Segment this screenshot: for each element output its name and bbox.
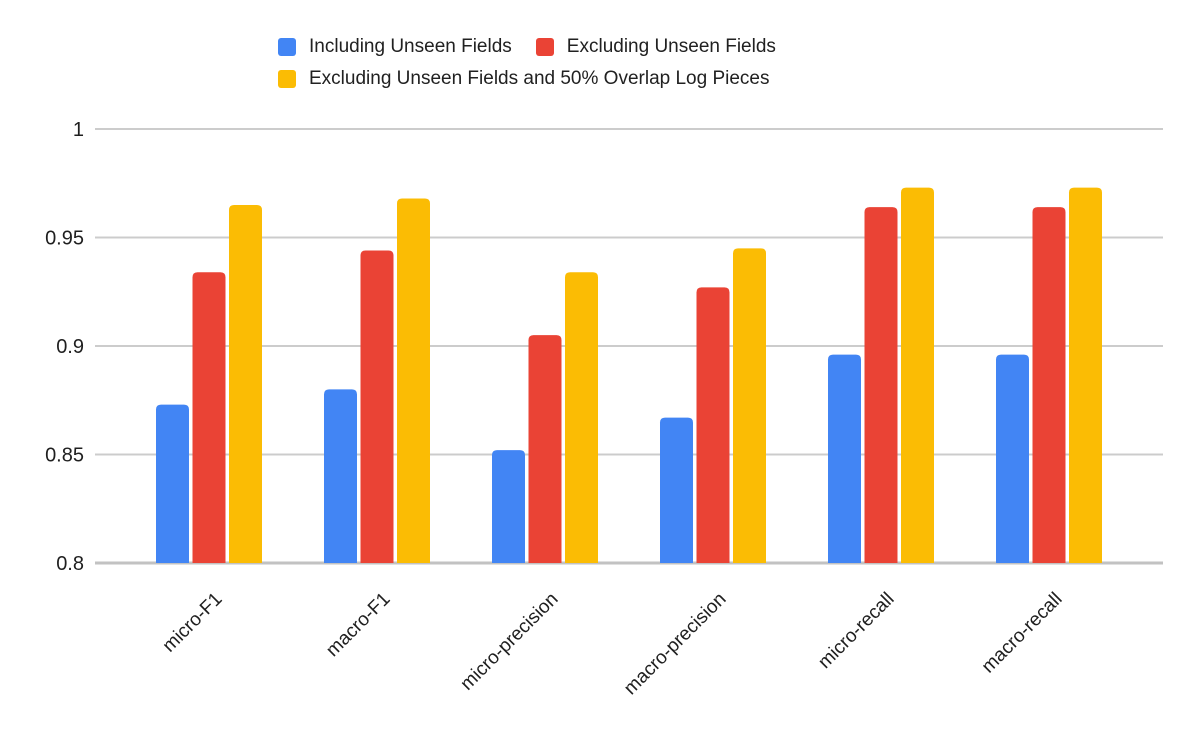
bar-macro-recall-series-1 xyxy=(1032,207,1066,563)
x-category-label-macro-recall: macro-recall xyxy=(978,589,1067,678)
bar-macro-recall-series-2 xyxy=(1069,187,1102,563)
legend-row-2: Excluding Unseen Fields and 50% Overlap … xyxy=(278,68,776,90)
x-category-label-macro-precision: macro-precision xyxy=(620,589,730,699)
bar-macro-F1-series-1 xyxy=(360,250,394,563)
y-tick-label-0.8: 0.8 xyxy=(56,553,84,575)
legend-row-1: Including Unseen Fields Excluding Unseen… xyxy=(278,36,776,58)
bar-micro-F1-series-0 xyxy=(156,404,189,563)
bar-micro-F1-series-1 xyxy=(192,272,226,563)
bar-micro-precision-series-0 xyxy=(492,450,525,563)
y-tick-label-0.85: 0.85 xyxy=(45,445,84,467)
bar-micro-recall-series-0 xyxy=(828,354,861,563)
legend-label: Including Unseen Fields xyxy=(309,36,512,57)
bar-macro-precision-series-0 xyxy=(660,417,693,563)
bar-macro-precision-series-1 xyxy=(696,287,730,563)
bar-macro-F1-series-2 xyxy=(397,198,430,563)
legend-label: Excluding Unseen Fields xyxy=(566,36,776,57)
bar-macro-recall-series-0 xyxy=(996,354,1029,563)
y-tick-label-0.95: 0.95 xyxy=(45,228,84,250)
bar-micro-recall-series-1 xyxy=(864,207,898,563)
y-tick-label-0.9: 0.9 xyxy=(56,336,84,358)
legend-swatch-red-icon xyxy=(535,38,554,56)
x-category-label-micro-precision: micro-precision xyxy=(457,589,563,695)
x-category-label-macro-F1: macro-F1 xyxy=(322,589,394,661)
bar-micro-precision-series-1 xyxy=(528,335,562,563)
bar-micro-recall-series-2 xyxy=(901,187,934,563)
bar-micro-F1-series-2 xyxy=(229,204,262,563)
chart-legend: Including Unseen Fields Excluding Unseen… xyxy=(278,36,776,90)
legend-item-including-unseen-fields: Including Unseen Fields xyxy=(278,36,512,58)
bar-macro-precision-series-2 xyxy=(733,248,766,563)
y-tick-label-1: 1 xyxy=(73,119,84,141)
bar-macro-F1-series-0 xyxy=(324,389,357,563)
bar-micro-precision-series-2 xyxy=(565,272,598,563)
legend-swatch-yellow-icon xyxy=(278,70,296,88)
x-category-label-micro-F1: micro-F1 xyxy=(159,589,227,657)
legend-item-excluding-unseen-fields-overlap: Excluding Unseen Fields and 50% Overlap … xyxy=(278,68,770,90)
legend-item-excluding-unseen-fields: Excluding Unseen Fields xyxy=(535,36,776,58)
x-category-label-micro-recall: micro-recall xyxy=(814,589,898,673)
legend-swatch-blue-icon xyxy=(278,38,296,56)
legend-label: Excluding Unseen Fields and 50% Overlap … xyxy=(309,68,770,89)
